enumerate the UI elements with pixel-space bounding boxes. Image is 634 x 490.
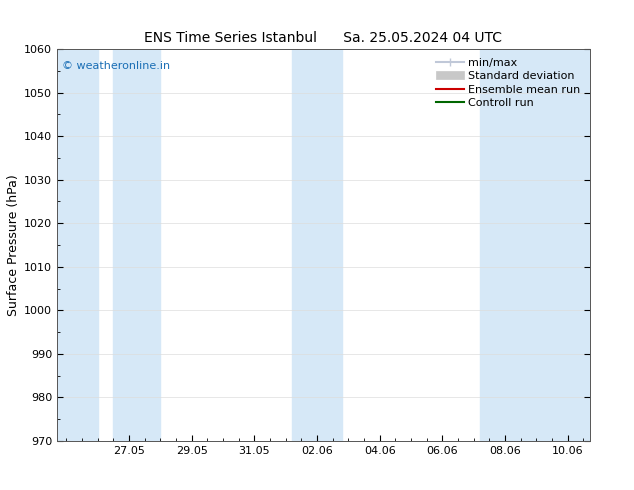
Title: ENS Time Series Istanbul      Sa. 25.05.2024 04 UTC: ENS Time Series Istanbul Sa. 25.05.2024 … [145,31,502,45]
Bar [480,49,590,441]
Legend: min/max, Standard deviation, Ensemble mean run, Controll run: min/max, Standard deviation, Ensemble me… [433,54,584,111]
Bar [57,49,98,441]
Text: © weatheronline.in: © weatheronline.in [62,61,171,71]
Bar [292,49,342,441]
Y-axis label: Surface Pressure (hPa): Surface Pressure (hPa) [7,174,20,316]
Bar [113,49,160,441]
